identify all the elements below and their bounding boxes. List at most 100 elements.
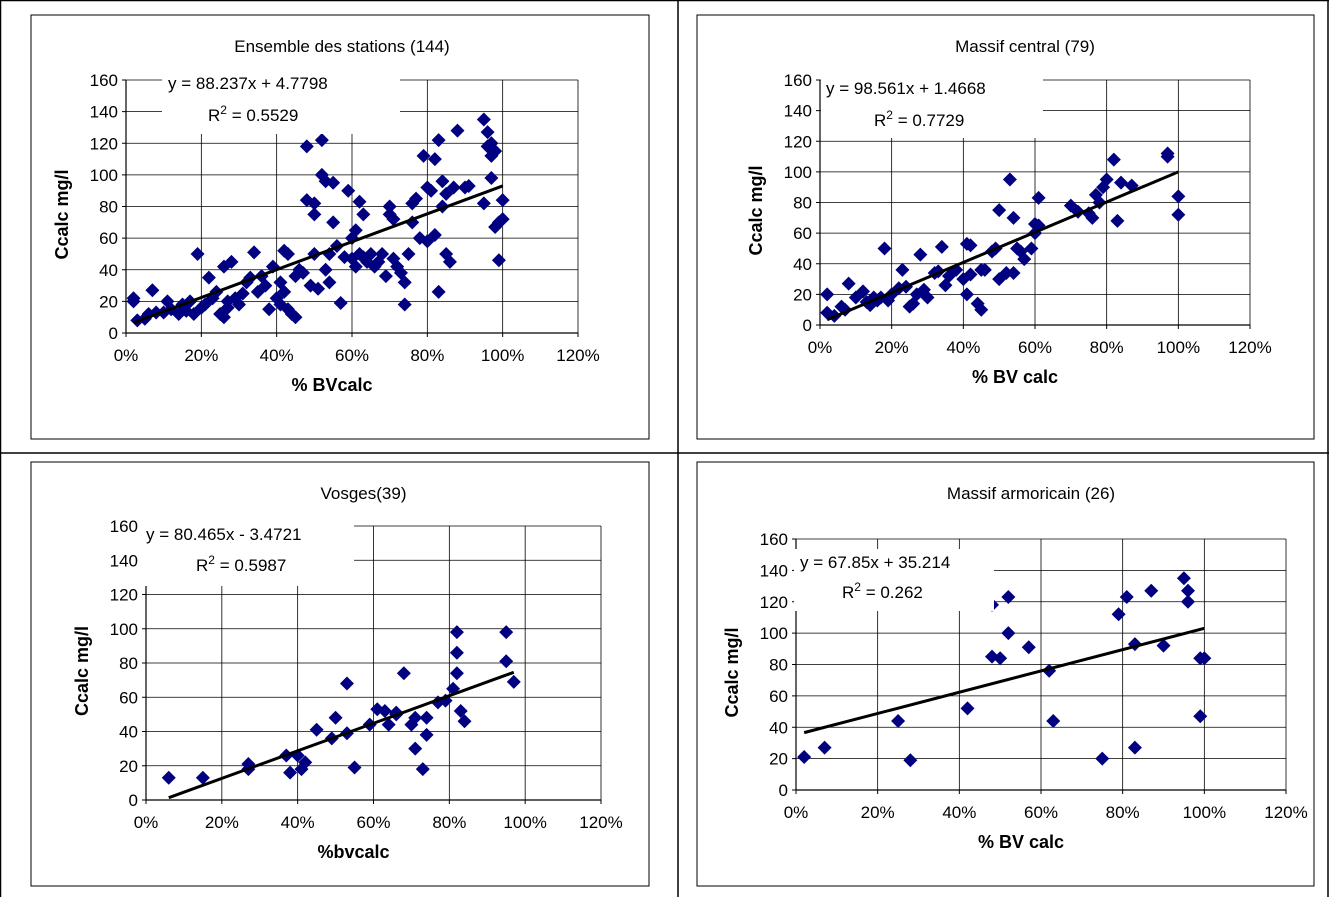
y-tick-label: 120 [760,593,788,612]
data-point [409,191,424,206]
y-tick-label: 0 [779,781,788,800]
data-point [856,284,870,299]
data-point [427,227,442,242]
data-point [145,283,160,298]
data-point [318,262,333,277]
equation-background [821,76,1043,138]
equation-background [794,549,994,611]
chart-svg-massif-central: Massif central (79) 0 20 40 60 80 100 120 140 160… [696,14,1315,440]
data-point [435,174,450,189]
data-point [1021,640,1036,655]
data-point [993,651,1008,666]
data-point [453,703,468,718]
data-point [307,207,322,222]
data-point [1144,583,1159,598]
y-tick-label: 140 [90,103,118,122]
data-point [1111,607,1126,622]
y-tick-label: 80 [793,194,812,213]
chart-panel-ensemble: Ensemble des stations (144) 0 20 40 60 80 100 1… [30,14,650,440]
data-point [446,180,461,195]
data-point [1099,172,1114,187]
y-tick-label: 20 [769,750,788,769]
data-point [920,290,935,305]
data-point [326,175,341,190]
y-axis-title: Ccalc mg/l [722,627,742,717]
y-tick-label: 60 [793,224,812,243]
regression-equation: y = 98.561x + 1.4668 [826,79,986,98]
data-point [495,212,510,227]
data-point [1017,252,1032,267]
x-tick-label: 60% [335,346,369,365]
data-point [427,152,442,167]
x-tick-label: 80% [432,813,466,832]
y-tick-label: 40 [769,718,788,737]
data-point [1085,210,1100,225]
data-point [838,302,853,317]
data-point [347,760,362,775]
x-tick-label: 20% [861,803,895,822]
chart-title: Vosges(39) [321,484,407,503]
y-tick-label: 140 [760,561,788,580]
data-point [1193,709,1208,724]
data-point [1171,189,1186,204]
data-point [235,286,250,301]
data-point [375,246,390,261]
data-point [906,296,921,311]
data-point [314,133,329,148]
chart-title: Massif armoricain (26) [947,484,1115,503]
data-point [269,291,284,306]
y-tick-label: 120 [90,134,118,153]
chart-title: Ensemble des stations (144) [234,37,449,56]
x-tick-label: 120% [579,813,622,832]
y-tick-label: 140 [784,102,812,121]
data-point [820,305,835,320]
r-squared-label: R2 = 0.5529 [208,103,298,125]
data-point [408,741,423,756]
y-tick-label: 160 [90,71,118,90]
y-tick-label: 20 [99,292,118,311]
data-point [476,112,491,127]
data-point [419,710,434,725]
data-point [322,275,337,290]
data-point [290,748,305,763]
data-point [495,193,510,208]
y-tick-label: 120 [110,586,138,605]
data-point [1031,218,1046,233]
data-point [419,727,434,742]
data-point [195,770,210,785]
r-squared-label: R2 = 0.262 [842,580,923,602]
data-point [442,254,457,269]
x-tick-label: 0% [784,803,809,822]
x-tick-label: 20% [184,346,218,365]
y-tick-label: 0 [109,324,118,343]
data-point [992,203,1007,218]
data-point [262,302,277,317]
data-point [977,262,992,277]
data-point [457,714,472,729]
x-tick-label: 100% [481,346,524,365]
data-point [424,183,439,198]
x-tick-label: 120% [1264,803,1307,822]
x-tick-label: 20% [875,338,909,357]
x-tick-label: 40% [942,803,976,822]
data-point [382,199,397,214]
data-point [491,253,506,268]
data-point [397,275,412,290]
data-point [277,284,292,299]
x-tick-label: 60% [1024,803,1058,822]
data-point [1197,651,1212,666]
data-point [397,297,412,312]
data-point [1006,265,1021,280]
x-axis-title: %bvcalc [317,842,389,862]
y-tick-label: 160 [784,71,812,90]
data-point [476,196,491,211]
y-tick-label: 40 [793,255,812,274]
data-point [1127,740,1142,755]
y-tick-label: 60 [769,687,788,706]
data-point [298,755,313,770]
data-point [386,212,401,227]
data-point [1063,198,1078,213]
data-point [307,196,322,211]
data-point [326,215,341,230]
trendline [133,184,504,325]
